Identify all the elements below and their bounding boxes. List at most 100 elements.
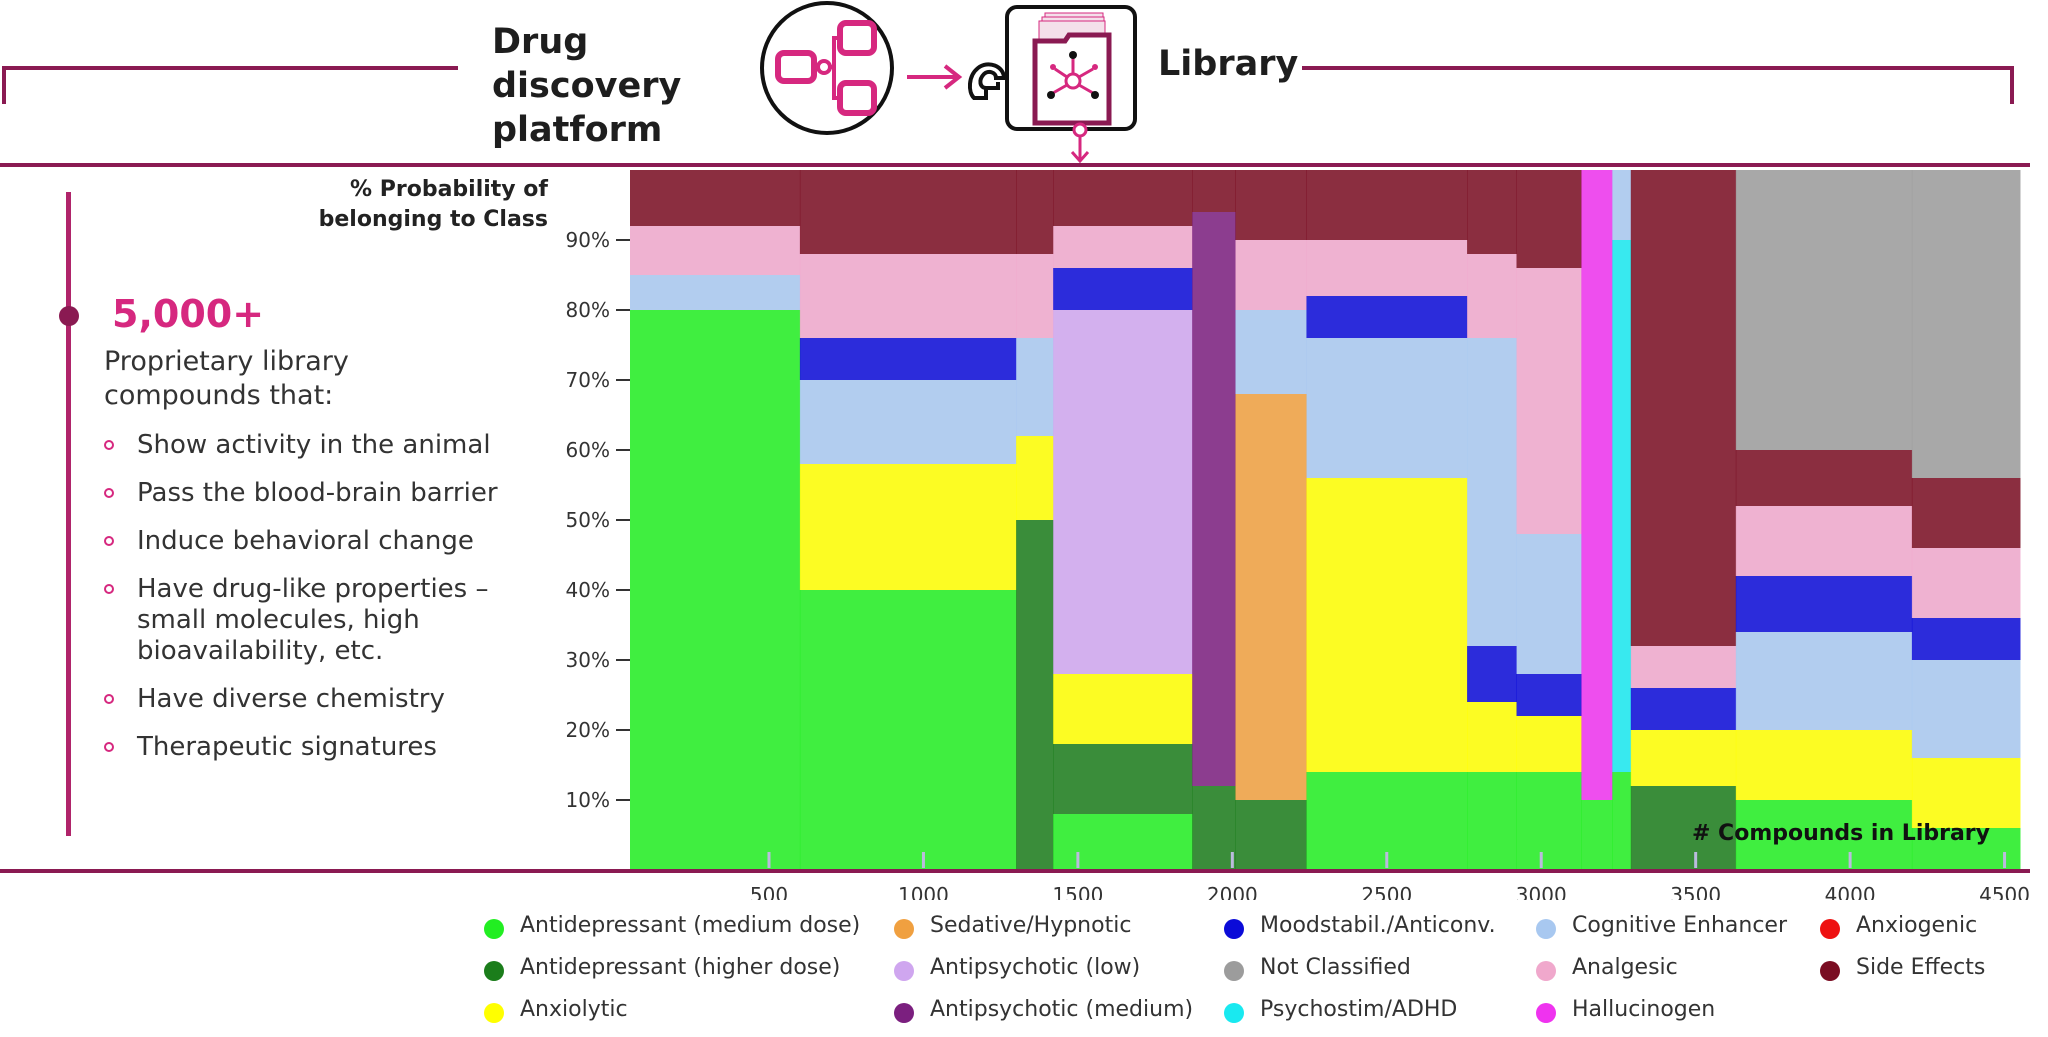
legend-swatch xyxy=(1224,919,1244,939)
down-arrow-icon xyxy=(1070,122,1090,164)
bullet-circle-icon xyxy=(104,488,114,498)
y-axis-title: % Probability of belonging to Class xyxy=(318,177,548,232)
stack-band xyxy=(799,254,1017,338)
x-tick-label: 2000 xyxy=(1207,883,1258,900)
legend-label: Analgesic xyxy=(1572,955,1678,980)
y-tick-label: 10% xyxy=(566,788,610,812)
stack-band xyxy=(1016,170,1054,254)
y-tick-label: 90% xyxy=(566,228,610,252)
list-item-text: Have drug-like properties – small molecu… xyxy=(137,574,489,666)
legend-label: Hallucinogen xyxy=(1572,997,1716,1022)
legend-label: Antipsychotic (medium) xyxy=(930,997,1194,1022)
stack-band xyxy=(1735,170,1913,450)
bullet-circle-icon xyxy=(104,694,114,704)
stack-band xyxy=(1516,716,1582,772)
list-item-text: Show activity in the animal xyxy=(137,430,491,460)
stack-band xyxy=(1911,660,2021,758)
header-rule-right xyxy=(1302,66,2014,70)
stack-band xyxy=(1053,310,1193,674)
y-tick-label: 20% xyxy=(566,718,610,742)
stack-band xyxy=(799,380,1017,464)
stack-band xyxy=(799,590,1017,870)
bullet-circle-icon xyxy=(104,584,114,594)
x-tick-label: 500 xyxy=(750,883,788,900)
legend-swatch xyxy=(484,1003,504,1023)
stack-band xyxy=(1467,338,1518,646)
stack-band xyxy=(1306,478,1468,772)
stack-band xyxy=(1516,534,1582,674)
stack-band xyxy=(1235,394,1307,800)
compound-caption: Proprietary library compounds that: xyxy=(104,346,349,411)
stack-band xyxy=(630,275,801,310)
stack-band xyxy=(630,226,801,275)
bullet-circle-icon xyxy=(104,742,114,752)
stack-band xyxy=(1612,170,1632,240)
x-tick-label: 1500 xyxy=(1052,883,1103,900)
stack-band xyxy=(1306,338,1468,478)
stack-band xyxy=(1192,212,1236,786)
legend-swatch xyxy=(1536,919,1556,939)
right-arrow-icon xyxy=(907,64,963,90)
stack-band xyxy=(1192,170,1236,212)
legend-swatch xyxy=(894,919,914,939)
stack-band xyxy=(1467,772,1518,870)
stack-band xyxy=(1016,436,1054,520)
stack-band xyxy=(1235,310,1307,394)
stack-band xyxy=(1630,730,1737,786)
legend-swatch xyxy=(894,1003,914,1023)
stack-band xyxy=(1192,786,1236,870)
stack-band xyxy=(1516,772,1582,870)
list-item: Induce behavioral change xyxy=(104,526,534,557)
stack-band xyxy=(1630,170,1737,646)
legend-swatch xyxy=(484,919,504,939)
stack-band xyxy=(1911,478,2021,548)
bullet-circle-icon xyxy=(104,536,114,546)
x-tick-label: 1000 xyxy=(898,883,949,900)
stack-band xyxy=(1581,170,1613,800)
header-rule-left-end xyxy=(2,66,6,104)
stack-band xyxy=(1516,674,1582,716)
stack-band xyxy=(1235,240,1307,310)
stack-band xyxy=(1911,548,2021,618)
legend-label: Antidepressant (higher dose) xyxy=(520,955,841,980)
stack-band xyxy=(1467,702,1518,772)
stack-band xyxy=(799,464,1017,590)
stack-band xyxy=(1911,758,2021,828)
stack-band xyxy=(799,170,1017,254)
compound-count: 5,000+ xyxy=(112,292,265,336)
bullet-circle-icon xyxy=(104,440,114,450)
x-tick-label: 2500 xyxy=(1361,883,1412,900)
stack-band xyxy=(1612,772,1632,870)
list-item-text: Induce behavioral change xyxy=(137,526,474,556)
legend-swatch xyxy=(894,961,914,981)
legend-label: Antipsychotic (low) xyxy=(930,955,1141,980)
y-tick-label: 80% xyxy=(566,298,610,322)
stack-band xyxy=(1735,800,1913,870)
chart-legend: Antidepressant (medium dose) Antidepressa… xyxy=(484,913,2044,1033)
legend-swatch xyxy=(1224,1003,1244,1023)
legend-label: Side Effects xyxy=(1856,955,1986,980)
stack-band xyxy=(1516,170,1582,268)
stack-band xyxy=(1467,646,1518,702)
platform-title: Drug discovery platform xyxy=(492,22,682,150)
legend-swatch xyxy=(1820,919,1840,939)
stack-band xyxy=(1911,828,2021,870)
stack-band xyxy=(1630,688,1737,730)
legend-label: Psychostim/ADHD xyxy=(1260,997,1458,1022)
compound-library-icon xyxy=(1005,5,1137,131)
stack-band xyxy=(1516,268,1582,534)
stack-band xyxy=(1053,226,1193,268)
x-tick-label: 4500 xyxy=(1979,883,2030,900)
list-item: Show activity in the animal xyxy=(104,430,534,461)
list-item-text: Have diverse chemistry xyxy=(137,684,445,714)
stack-band xyxy=(1735,506,1913,576)
stack-band xyxy=(1630,646,1737,688)
x-axis-title: # Compounds in Library xyxy=(1692,821,1990,846)
list-item-text: Therapeutic signatures xyxy=(137,732,437,762)
list-item: Have diverse chemistry xyxy=(104,684,534,715)
legend-swatch xyxy=(1820,961,1840,981)
list-item: Pass the blood-brain barrier xyxy=(104,478,534,509)
stack-band xyxy=(1735,730,1913,800)
stack-band xyxy=(630,310,801,870)
legend-swatch xyxy=(1536,1003,1556,1023)
